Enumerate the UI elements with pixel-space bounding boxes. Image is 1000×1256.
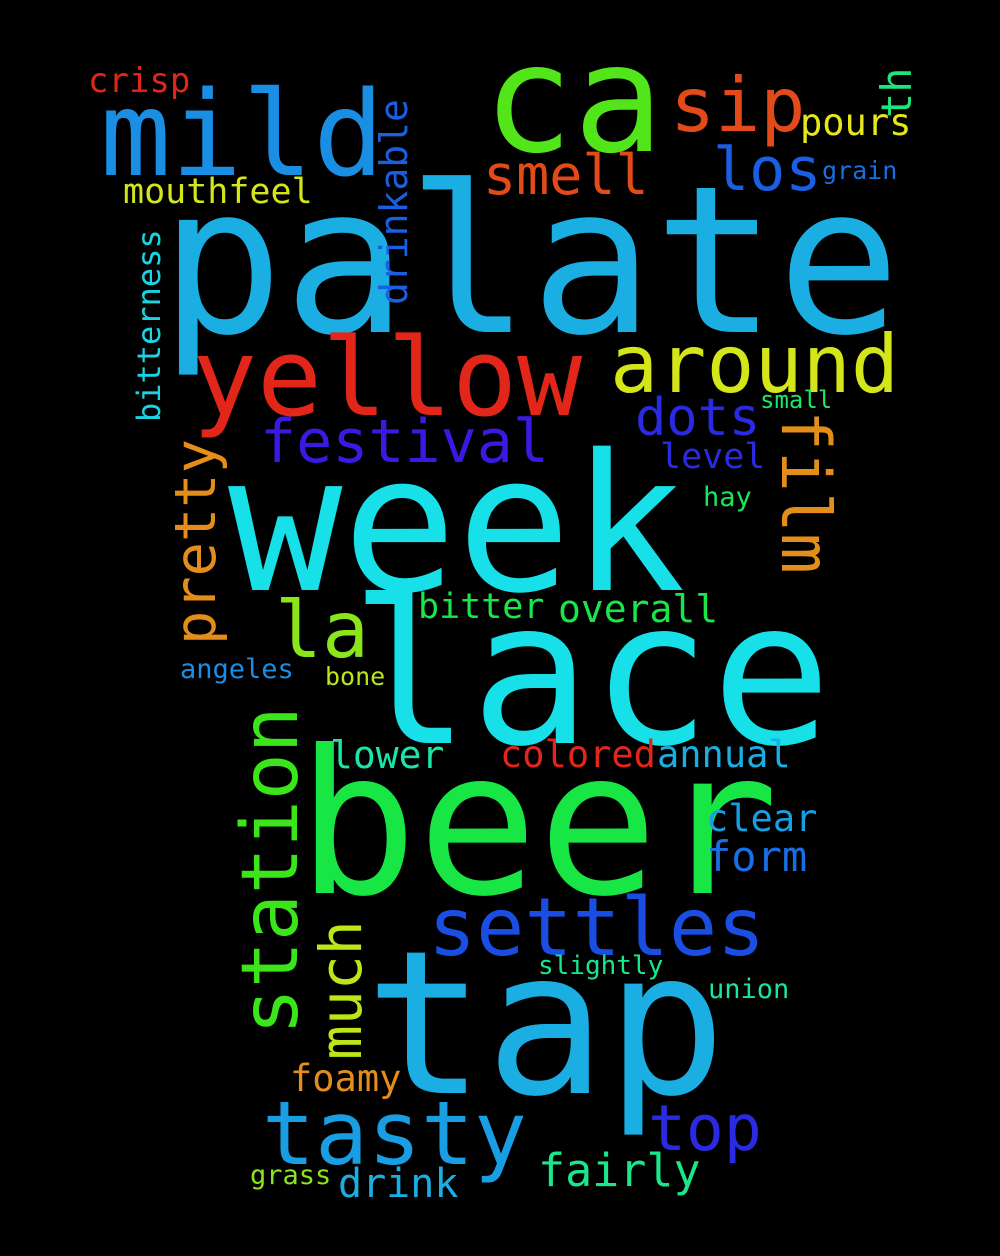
word-bone: bone [325, 662, 386, 691]
word-sip: sip [670, 61, 806, 149]
word-week: week [228, 414, 686, 635]
word-level: level [660, 437, 766, 477]
word-colored: colored [500, 733, 656, 776]
word-pours: pours [800, 101, 912, 144]
word-grain: grain [822, 156, 898, 185]
word-palate: palate [160, 143, 901, 381]
word-around: around [610, 318, 899, 411]
word-form: form [706, 832, 808, 881]
word-mild: mild [100, 65, 385, 203]
word-hay: hay [703, 482, 752, 513]
word-beer: beer [297, 708, 779, 941]
word-annual: annual [657, 733, 791, 776]
word-station: station [226, 706, 316, 1035]
word-fairly: fairly [538, 1144, 701, 1197]
word-la: la [275, 586, 369, 676]
word-ca: ca [483, 13, 664, 187]
word-dots: dots [635, 388, 761, 448]
word-overall: overall [558, 587, 719, 631]
word-smell: smell [483, 143, 649, 207]
word-bitterness: bitterness [130, 229, 168, 422]
word-grass: grass [250, 1160, 332, 1191]
word-lower: lower [330, 733, 445, 777]
word-settles: settles [428, 881, 766, 974]
word-bitter: bitter [418, 587, 545, 627]
word-union: union [708, 974, 790, 1005]
word-tap: tap [365, 908, 727, 1141]
word-angeles: angeles [180, 654, 294, 685]
word-yellow: yellow [192, 316, 583, 441]
word-slightly: slightly [538, 951, 664, 981]
word-tasty: tasty [262, 1082, 527, 1185]
word-foamy: foamy [290, 1057, 402, 1100]
word-much: much [307, 920, 375, 1060]
word-drink: drink [338, 1161, 459, 1207]
word-los: los [713, 135, 822, 205]
word-pretty: pretty [163, 439, 229, 645]
word-lace: lace [350, 558, 832, 791]
word-small: small [760, 386, 833, 414]
word-top: top [648, 1092, 762, 1165]
word-crisp: crisp [88, 61, 191, 101]
word-festival: festival [260, 407, 549, 477]
word-mouthfeel: mouthfeel [123, 172, 313, 212]
word-drinkable: drinkable [372, 99, 416, 305]
word-clear: clear [706, 797, 818, 840]
word-film: film [765, 410, 844, 574]
